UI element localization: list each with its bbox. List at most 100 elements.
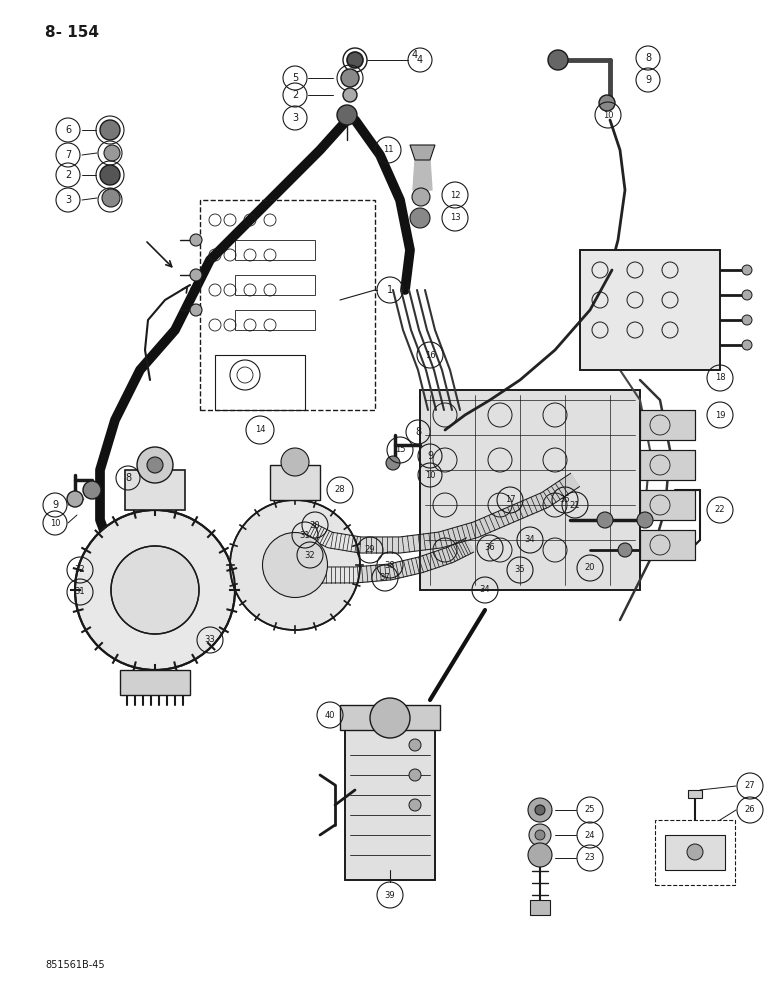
Text: 1: 1 bbox=[387, 285, 393, 295]
Text: 31: 31 bbox=[300, 530, 310, 540]
Circle shape bbox=[111, 546, 199, 634]
Text: 13: 13 bbox=[450, 214, 460, 223]
Bar bbox=[200, 200, 375, 410]
Text: 27: 27 bbox=[745, 782, 755, 790]
Circle shape bbox=[742, 340, 752, 350]
Bar bbox=[640, 450, 695, 480]
Text: 32: 32 bbox=[305, 550, 315, 560]
Text: 21: 21 bbox=[569, 500, 580, 510]
Text: 15: 15 bbox=[395, 446, 406, 454]
Polygon shape bbox=[289, 538, 473, 583]
Bar bbox=[235, 275, 315, 295]
Text: 8: 8 bbox=[125, 473, 131, 483]
Text: 4: 4 bbox=[417, 55, 423, 65]
Circle shape bbox=[100, 165, 120, 185]
Circle shape bbox=[410, 208, 430, 228]
Text: 9: 9 bbox=[52, 500, 58, 510]
Text: 24: 24 bbox=[585, 830, 595, 840]
Text: 19: 19 bbox=[714, 410, 725, 420]
Text: 10: 10 bbox=[50, 518, 60, 528]
Bar bbox=[640, 530, 695, 560]
Text: 39: 39 bbox=[385, 890, 395, 900]
Text: 8: 8 bbox=[415, 427, 421, 437]
Bar bbox=[345, 730, 435, 880]
Text: 34: 34 bbox=[525, 536, 535, 544]
Text: 10: 10 bbox=[425, 471, 435, 480]
Text: 9: 9 bbox=[645, 75, 651, 85]
Bar bbox=[640, 530, 695, 560]
Circle shape bbox=[548, 50, 568, 70]
Bar bbox=[215, 355, 305, 410]
Text: 32: 32 bbox=[75, 566, 85, 574]
Circle shape bbox=[409, 739, 421, 751]
Bar bbox=[125, 470, 185, 510]
Circle shape bbox=[535, 830, 545, 840]
Text: 31: 31 bbox=[75, 587, 85, 596]
Circle shape bbox=[137, 447, 173, 483]
Bar bbox=[420, 390, 640, 590]
Text: 30: 30 bbox=[310, 520, 321, 530]
Bar bbox=[688, 790, 702, 798]
Circle shape bbox=[529, 824, 551, 846]
Text: 36: 36 bbox=[484, 544, 495, 552]
Text: 37: 37 bbox=[380, 574, 390, 582]
Circle shape bbox=[412, 188, 430, 206]
Text: 23: 23 bbox=[585, 854, 595, 862]
Circle shape bbox=[347, 52, 363, 68]
Text: 4: 4 bbox=[412, 50, 418, 60]
Circle shape bbox=[618, 543, 632, 557]
Circle shape bbox=[409, 769, 421, 781]
Text: 35: 35 bbox=[560, 495, 570, 504]
Bar bbox=[640, 490, 695, 520]
Circle shape bbox=[75, 510, 235, 670]
Circle shape bbox=[102, 189, 120, 207]
Circle shape bbox=[386, 456, 400, 470]
Text: 29: 29 bbox=[365, 546, 375, 554]
Circle shape bbox=[230, 500, 360, 630]
Circle shape bbox=[535, 805, 545, 815]
Bar bbox=[235, 240, 315, 260]
Text: 33: 33 bbox=[204, 636, 215, 645]
Text: 22: 22 bbox=[714, 506, 725, 514]
Text: 35: 35 bbox=[515, 566, 525, 574]
Bar bbox=[640, 490, 695, 520]
Bar bbox=[120, 670, 190, 695]
Text: 25: 25 bbox=[585, 806, 595, 814]
Bar bbox=[270, 465, 320, 500]
Text: 2: 2 bbox=[292, 90, 298, 100]
Bar bbox=[640, 410, 695, 440]
Bar bbox=[640, 410, 695, 440]
Text: 26: 26 bbox=[745, 806, 755, 814]
Bar bbox=[340, 705, 440, 730]
Polygon shape bbox=[413, 160, 432, 190]
Circle shape bbox=[409, 799, 421, 811]
Text: 6: 6 bbox=[65, 125, 71, 135]
Circle shape bbox=[104, 145, 120, 161]
Circle shape bbox=[637, 512, 653, 528]
Circle shape bbox=[83, 481, 101, 499]
Text: 40: 40 bbox=[324, 710, 335, 720]
Circle shape bbox=[147, 457, 163, 473]
Bar bbox=[580, 250, 720, 370]
Polygon shape bbox=[410, 145, 435, 160]
Text: 3: 3 bbox=[292, 113, 298, 123]
Circle shape bbox=[528, 843, 552, 867]
Text: 2: 2 bbox=[65, 170, 71, 180]
Circle shape bbox=[100, 120, 120, 140]
Text: 3: 3 bbox=[65, 195, 71, 205]
Text: 38: 38 bbox=[385, 560, 395, 570]
Bar bbox=[530, 900, 550, 915]
Circle shape bbox=[190, 304, 202, 316]
Text: 8: 8 bbox=[645, 53, 651, 63]
Text: 7: 7 bbox=[65, 150, 71, 160]
Bar bbox=[420, 390, 640, 590]
Circle shape bbox=[190, 269, 202, 281]
Bar bbox=[655, 820, 735, 885]
Text: 5: 5 bbox=[292, 73, 298, 83]
Circle shape bbox=[190, 234, 202, 246]
Text: 28: 28 bbox=[335, 486, 346, 494]
Bar bbox=[580, 250, 720, 370]
Bar bbox=[235, 310, 315, 330]
Circle shape bbox=[341, 69, 359, 87]
Circle shape bbox=[742, 315, 752, 325]
